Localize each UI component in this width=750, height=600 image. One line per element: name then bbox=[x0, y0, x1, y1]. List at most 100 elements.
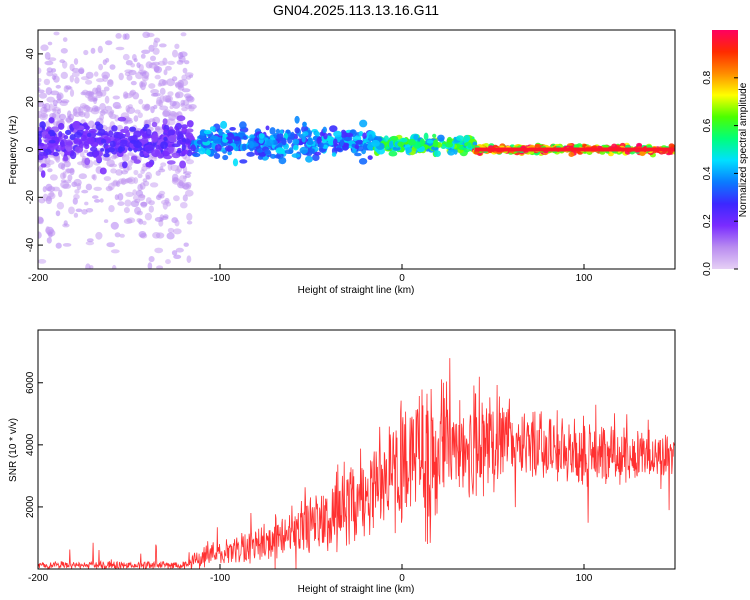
spectrogram-cell bbox=[275, 147, 285, 154]
spectrogram-cell bbox=[172, 49, 178, 58]
spectrogram-cell bbox=[169, 105, 174, 110]
spectrogram-cell bbox=[186, 212, 193, 221]
spectrogram-cell bbox=[371, 139, 380, 147]
spectrogram-cell bbox=[147, 262, 153, 269]
spectrogram-cell bbox=[74, 76, 80, 84]
spectrogram-cell bbox=[86, 137, 95, 145]
spectrogram-cell bbox=[160, 162, 167, 167]
spectrogram-cell bbox=[59, 59, 65, 64]
spectrogram-cell bbox=[125, 105, 131, 113]
spectrogram-cell bbox=[312, 153, 320, 162]
spectrogram-cell bbox=[69, 89, 75, 97]
spectrogram-cell bbox=[123, 207, 130, 214]
spectrogram-cell bbox=[38, 151, 47, 156]
spectrogram-cell bbox=[319, 142, 324, 149]
spectrogram-cell bbox=[106, 159, 115, 167]
spectrogram-cell bbox=[390, 135, 399, 141]
spectrogram-cell bbox=[166, 201, 171, 207]
spectrogram-cell bbox=[106, 242, 115, 248]
spectrogram-cell bbox=[56, 109, 62, 115]
spectrogram-cell bbox=[67, 110, 72, 119]
spectrogram-cell bbox=[125, 191, 134, 197]
spectrogram-cell bbox=[142, 126, 148, 132]
spectrogram-cell bbox=[145, 174, 151, 180]
snr-xtick-label: 0 bbox=[399, 573, 405, 584]
spectrogram-cell bbox=[112, 95, 121, 100]
spectrogram-cell bbox=[184, 60, 190, 65]
spectrogram-cell bbox=[177, 133, 184, 140]
spectrogram-cell bbox=[186, 220, 193, 225]
spectrogram-cell bbox=[99, 198, 104, 203]
spectrogram-cell bbox=[38, 110, 42, 119]
spectrogram-cell bbox=[96, 155, 102, 163]
spectrogram-cell bbox=[225, 145, 234, 152]
spectrogram-cell bbox=[253, 137, 259, 142]
spectrogram-cell bbox=[131, 155, 138, 161]
spectrogram-cell bbox=[184, 72, 194, 77]
spectrogram-cell bbox=[140, 137, 149, 144]
spectrogram-cell bbox=[636, 142, 643, 148]
spectrogram-cell bbox=[133, 159, 141, 164]
colorbar-tick-label: 0.8 bbox=[702, 70, 713, 84]
spectrogram-cell bbox=[248, 141, 255, 149]
spectrogram-cell bbox=[114, 105, 122, 109]
spectrogram-cell bbox=[73, 111, 81, 118]
colorbar-tick-label: 0.4 bbox=[702, 166, 713, 180]
spectrogram-cell bbox=[432, 133, 437, 138]
spectrogram-cell bbox=[140, 201, 148, 207]
spectrogram-cell bbox=[182, 149, 189, 155]
spectrogram-cell bbox=[38, 259, 47, 264]
spectrogram-cell bbox=[45, 87, 53, 96]
spectrogram-cell bbox=[188, 106, 195, 112]
spectrogram-cell bbox=[405, 147, 412, 154]
spectrogram-cell bbox=[58, 162, 65, 169]
spectrogram-cell bbox=[68, 206, 75, 215]
spectrogram-cell bbox=[85, 183, 93, 191]
spectrogram-cell bbox=[85, 241, 95, 246]
spectrogram-cell bbox=[146, 129, 152, 137]
spectrogram-cell bbox=[162, 110, 170, 118]
spectrogram-cell bbox=[52, 186, 60, 192]
spectrogram-cell bbox=[233, 136, 241, 142]
spectrogram-cell bbox=[316, 136, 322, 145]
spectrogram-cell bbox=[78, 106, 84, 114]
spectrogram-cell bbox=[111, 264, 117, 269]
spectrogram-cell bbox=[46, 195, 52, 202]
spectrogram-cell bbox=[388, 150, 398, 157]
spectrogram-cell bbox=[453, 148, 458, 155]
spectrogram-cell bbox=[171, 250, 178, 256]
spectrogram-cell bbox=[331, 152, 337, 157]
spectrogram-cell bbox=[136, 210, 143, 216]
spectrogram-cell bbox=[158, 190, 166, 196]
spectrogram-cell bbox=[367, 155, 373, 161]
spectrogram-cell bbox=[186, 255, 192, 263]
spectrogram-cell bbox=[163, 136, 168, 142]
spectrogram-cell bbox=[122, 161, 128, 169]
spectrogram-carrier-line bbox=[474, 147, 675, 152]
spectrogram-cell bbox=[151, 133, 159, 140]
spectrogram-cell bbox=[92, 195, 99, 199]
spectrogram-cell bbox=[155, 170, 161, 176]
spectrogram-cell bbox=[65, 129, 72, 136]
spectrogram-cell bbox=[67, 174, 73, 181]
spectrogram-cell bbox=[43, 78, 51, 86]
spectrogram-cell bbox=[71, 71, 80, 78]
spectrogram-cell bbox=[81, 189, 89, 194]
spectrogram-cell bbox=[120, 179, 130, 185]
spectrogram-cell bbox=[85, 263, 91, 269]
spectrogram-cell bbox=[456, 135, 464, 141]
spectrogram-cell bbox=[154, 74, 161, 80]
spectrogram-cell bbox=[129, 15, 136, 21]
spectrogram-cell bbox=[459, 146, 465, 150]
spectrogram-cell bbox=[388, 140, 394, 149]
spectrogram-cell bbox=[299, 146, 309, 154]
spectrogram-cell bbox=[108, 130, 114, 138]
spectrogram-cell bbox=[41, 113, 49, 117]
spectrogram-cell bbox=[94, 199, 101, 203]
spectrogram-cell bbox=[122, 53, 130, 61]
spectrogram-cell bbox=[115, 169, 123, 176]
spectrogram-cell bbox=[239, 121, 247, 130]
spectrogram-cell bbox=[180, 202, 188, 209]
spectrogram-cell bbox=[265, 125, 270, 131]
